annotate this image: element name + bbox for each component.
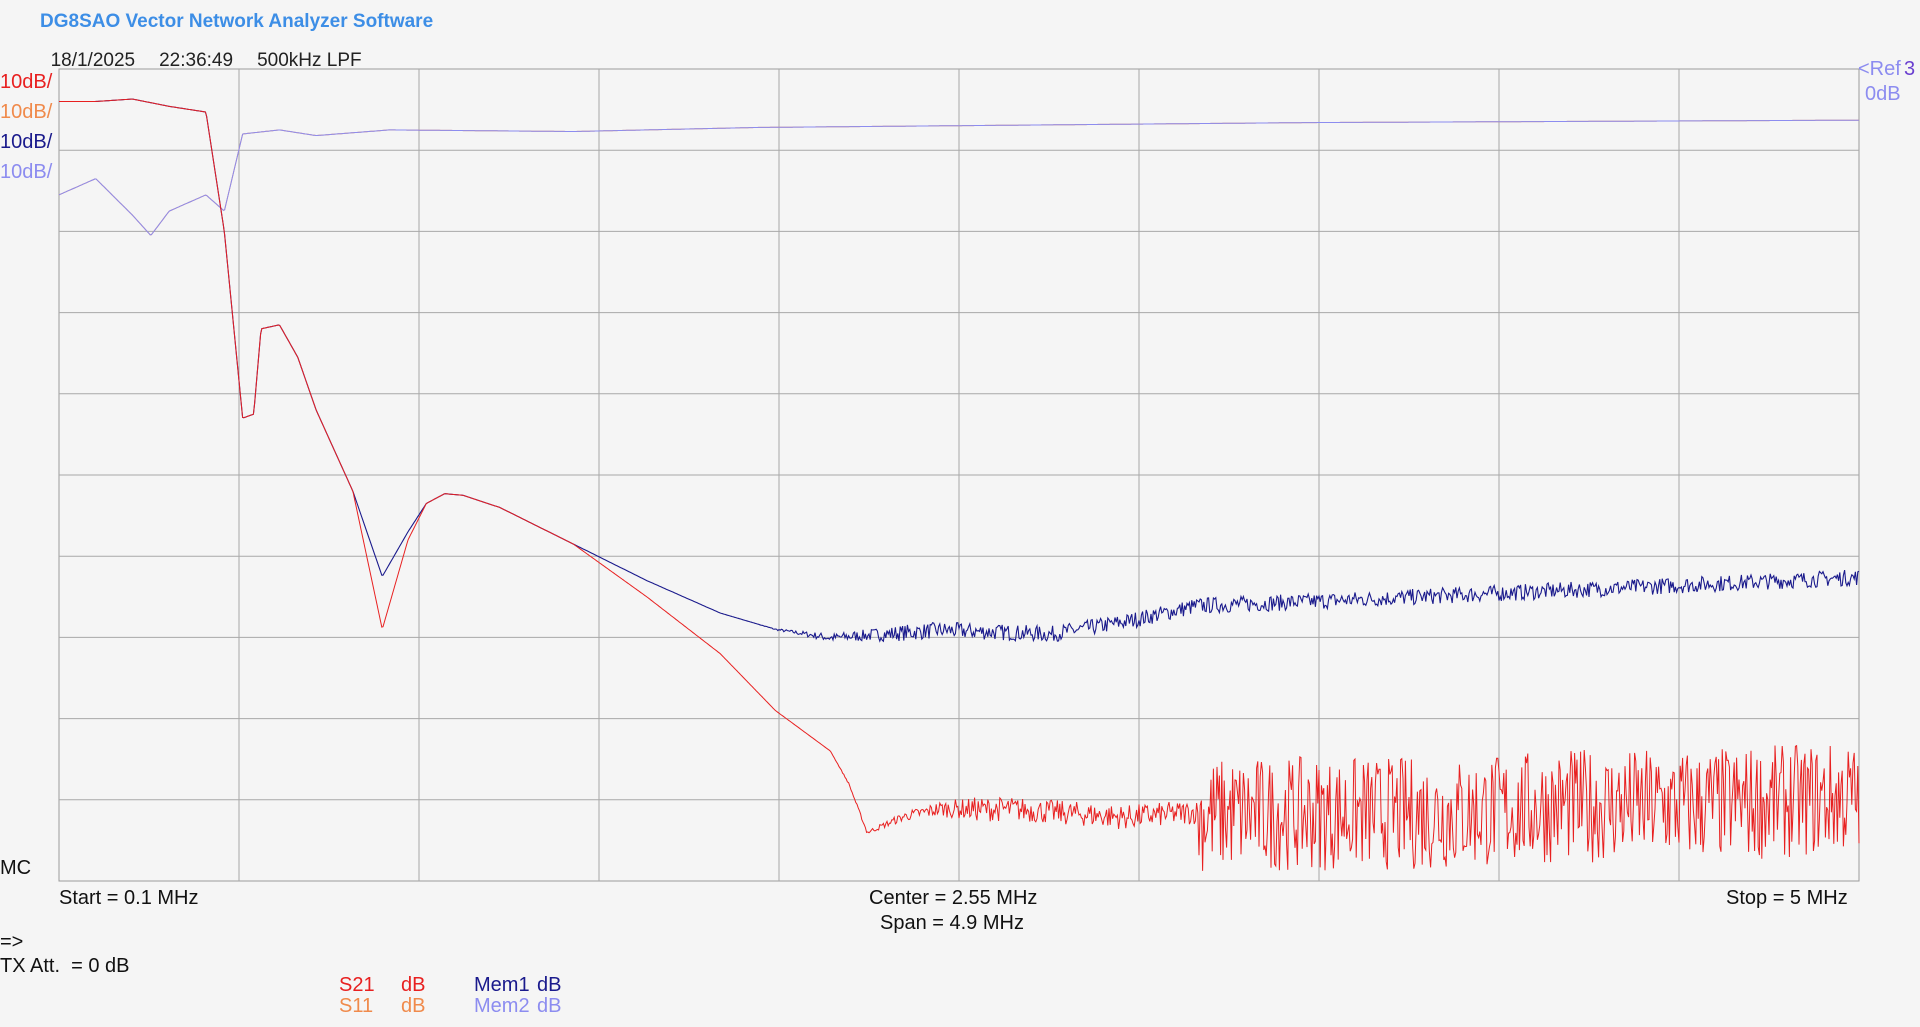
axis-stop: Stop = 5 MHz: [1726, 887, 1848, 909]
axis-center: Center = 2.55 MHz: [869, 887, 1038, 909]
legend-s21-name: S21: [339, 974, 375, 996]
measurement-description: 500kHz LPF: [257, 50, 362, 71]
legend-mem2-name: Mem2: [474, 995, 530, 1017]
grid-lines: [59, 69, 1859, 881]
trace-s21: [59, 98, 1860, 871]
axis-span: Span = 4.9 MHz: [880, 912, 1024, 934]
mc-label: MC: [0, 857, 32, 879]
legend-mem1-unit: dB: [537, 974, 562, 996]
ref-text: <Ref: [1858, 58, 1901, 80]
scale-s21: 10dB/: [0, 71, 53, 93]
ref-label: <Ref 3: [1858, 58, 1915, 80]
trace-mem1: [59, 98, 1860, 643]
legend-s11-unit: dB: [401, 995, 426, 1017]
scale-mem2: 10dB/: [0, 161, 53, 183]
app-title: DG8SAO Vector Network Analyzer Software: [40, 11, 434, 32]
measurement-info: 18/1/2025 22:36:49 500kHz LPF: [40, 32, 386, 70]
measurement-time: 22:36:49: [159, 50, 234, 71]
legend-mem2-unit: dB: [537, 995, 562, 1017]
ref-value: 0dB: [1865, 83, 1901, 105]
scale-mem1: 10dB/: [0, 131, 53, 153]
ref-marker: 3: [1904, 58, 1916, 80]
legend-s11-name: S11: [339, 995, 374, 1017]
trace-mem2: [58, 119, 1859, 236]
scale-s11: 10dB/: [0, 101, 53, 123]
legend-s21-unit: dB: [401, 974, 426, 996]
measurement-date: 18/1/2025: [50, 50, 136, 71]
command-prompt[interactable]: =>: [0, 931, 24, 953]
legend-mem1-name: Mem1: [474, 974, 530, 996]
tx-attenuation: TX Att. = 0 dB: [0, 955, 130, 977]
trace-lines: [58, 98, 1860, 871]
axis-start: Start = 0.1 MHz: [59, 887, 199, 909]
